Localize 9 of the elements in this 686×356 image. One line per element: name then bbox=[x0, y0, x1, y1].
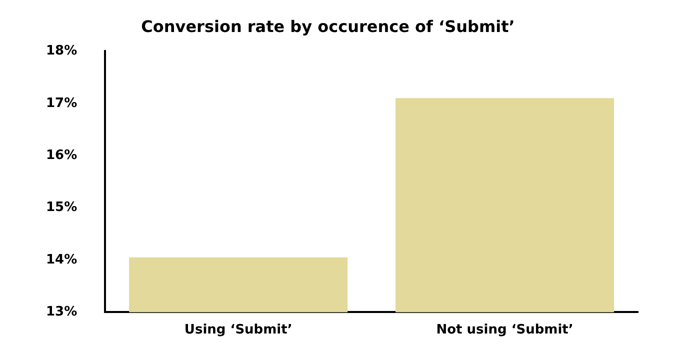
y-tick-label: 13% bbox=[46, 304, 78, 320]
x-tick-label: Not using ‘Submit’ bbox=[436, 322, 574, 338]
y-tick-label: 16% bbox=[46, 148, 78, 163]
y-tick-label: 17% bbox=[46, 96, 78, 111]
y-tick-label: 15% bbox=[46, 200, 78, 216]
chart-title: Conversion rate by occurence of ‘Submit’ bbox=[141, 16, 515, 36]
x-tick-label: Using ‘Submit’ bbox=[184, 322, 292, 338]
y-tick-label: 18% bbox=[46, 44, 78, 59]
y-tick-label: 14% bbox=[46, 252, 78, 268]
